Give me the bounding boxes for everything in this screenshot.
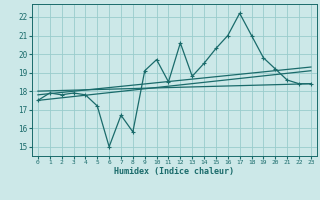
X-axis label: Humidex (Indice chaleur): Humidex (Indice chaleur)	[115, 167, 234, 176]
